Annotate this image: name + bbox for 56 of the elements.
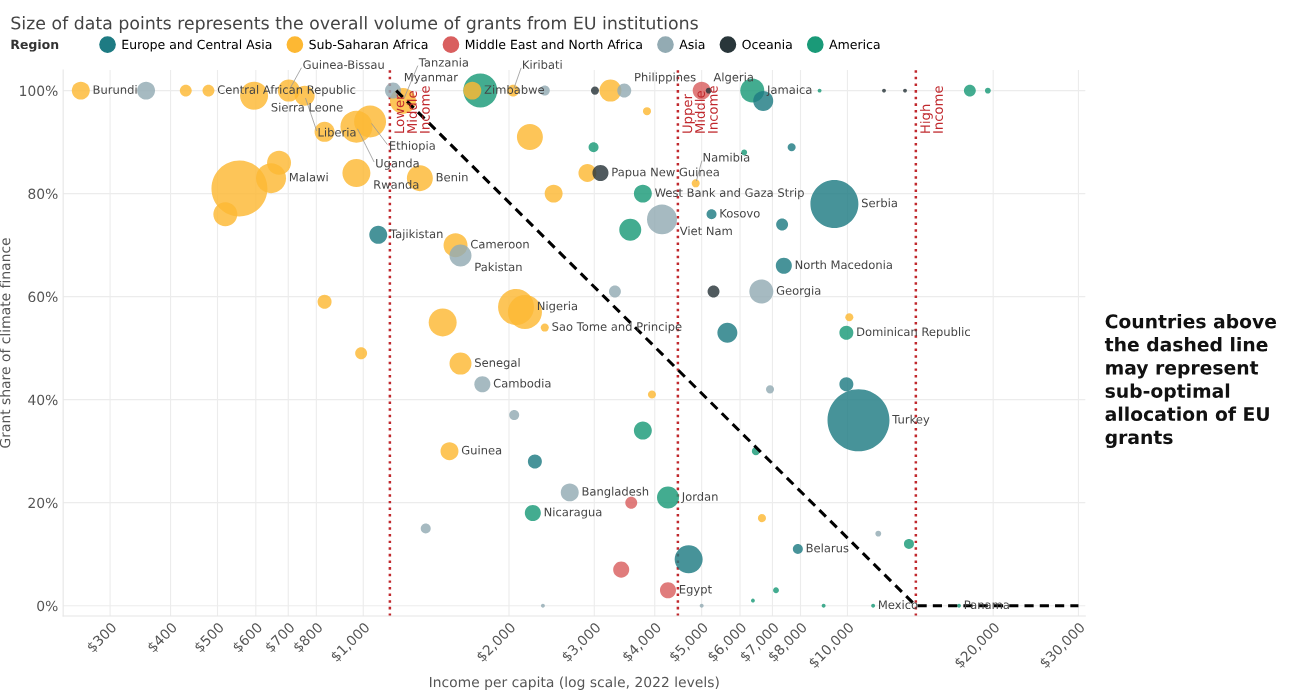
annotation: Jamaica (766, 85, 812, 97)
annotation: Belarus (806, 543, 849, 553)
y-tick-label: 100% (20, 85, 58, 97)
annotation: Dominican Republic (857, 327, 970, 339)
y-tick-label: 40% (28, 394, 58, 406)
annotation: Mexico (879, 600, 918, 610)
annotation: Kiribati (523, 60, 562, 69)
annotation: Myanmar (404, 72, 458, 84)
legend-label: Sub-Saharan Africa (309, 39, 428, 50)
y-axis-title: Grant share of climate finance (0, 238, 11, 448)
legend-label: Asia (679, 39, 705, 50)
text: Countries above the dashed line may represent sub-optimal allocation of EU grants (1104, 313, 1277, 448)
annotation: Benin (436, 172, 468, 182)
annotation: Senegal (475, 358, 520, 370)
ref-line-label: Lower Middle Income (394, 86, 430, 133)
annotation: Tanzania (418, 57, 468, 67)
annotation: Guinea (461, 445, 502, 455)
ref-line-label: High Income (920, 86, 943, 133)
annotation: Georgia (776, 285, 821, 298)
annotation: Pakistan (475, 262, 522, 272)
annotation: West Bank and Gaza Strip (655, 188, 804, 200)
annotation: Sierra Leone (271, 102, 343, 112)
legend-label: Europe and Central Asia (122, 39, 272, 52)
annotation: Uganda (376, 158, 419, 170)
annotation: North Macedonia (795, 260, 892, 270)
annotation: Burundi (93, 85, 137, 94)
annotation: Philippines (635, 72, 696, 84)
y-tick-label: 0% (37, 600, 58, 612)
legend-label: Middle East and North Africa (465, 39, 642, 50)
annotation: Egypt (679, 585, 712, 596)
annotation: Bangladesh (582, 486, 649, 498)
y-tick-label: 20% (28, 497, 58, 509)
annotation: Algeria (713, 72, 753, 84)
legend-title: Region (11, 39, 59, 52)
legend-label: America (829, 39, 880, 50)
annotation: Viet Nam (679, 226, 732, 236)
annotation: Malawi (289, 172, 328, 182)
annotation: Jordan (681, 491, 718, 504)
y-tick-label: 60% (28, 291, 58, 303)
y-tick-label: 80% (28, 188, 58, 200)
legend-label: Oceania (742, 39, 792, 50)
annotation: Sao Tome and Principe (552, 321, 682, 334)
annotation: Ethiopia (389, 140, 435, 153)
annotation: Kosovo (720, 209, 760, 218)
annotation: Cameroon (470, 239, 529, 249)
annotation: Tajikistan (389, 229, 443, 241)
x-axis-title: Income per capita (log scale, 2022 levels) (429, 676, 719, 690)
annotation: Cambodia (493, 378, 551, 388)
annotation: Serbia (861, 198, 897, 208)
annotation: Namibia (703, 152, 750, 162)
annotation: Papua New Guinea (612, 167, 719, 179)
ref-line-label: Upper Middle Income (682, 86, 718, 133)
annotation: Nicaragua (544, 507, 602, 519)
chart-title: Size of data points represents the overall volume of grants from EU institutions (11, 16, 698, 33)
annotation: Guinea-Bissau (303, 60, 384, 69)
annotation: Turkey (892, 414, 930, 426)
